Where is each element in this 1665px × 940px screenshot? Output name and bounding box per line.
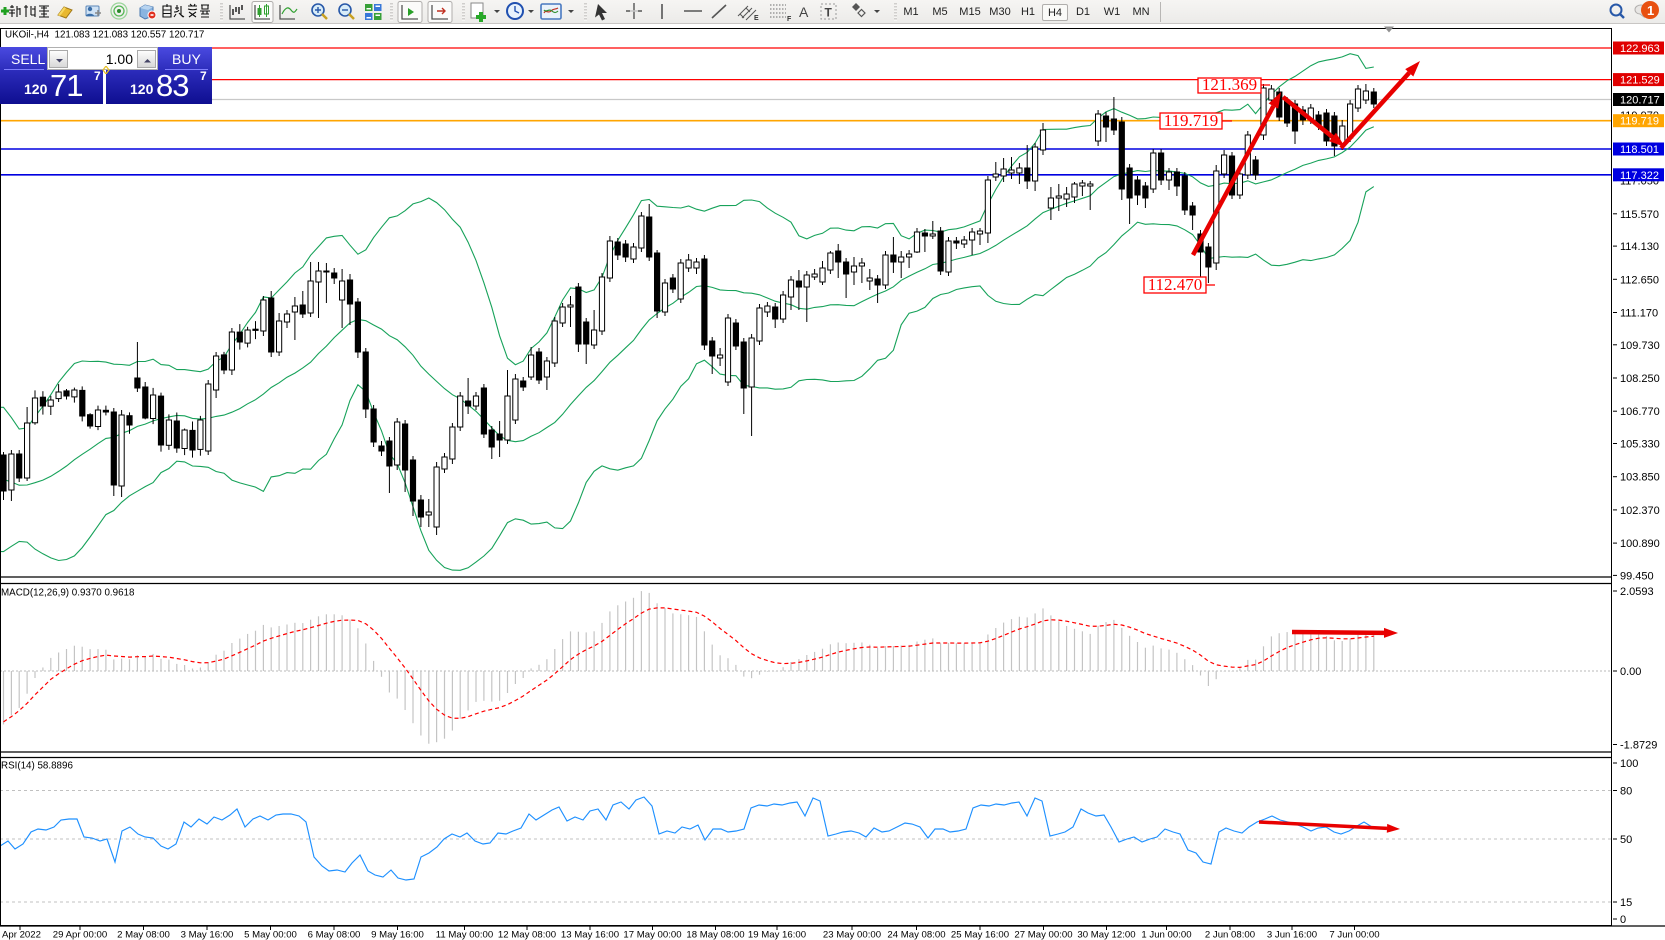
svg-text:-1.8729: -1.8729 xyxy=(1620,740,1657,752)
svg-text:F: F xyxy=(787,16,792,23)
svg-text:120.717: 120.717 xyxy=(1620,95,1660,107)
svg-text:112.650: 112.650 xyxy=(1620,274,1659,286)
svg-text:T: T xyxy=(825,6,833,20)
svg-text:100.890: 100.890 xyxy=(1620,538,1660,550)
svg-text:25 May 16:00: 25 May 16:00 xyxy=(951,930,1009,940)
svg-text:109.730: 109.730 xyxy=(1620,340,1660,352)
svg-text:0: 0 xyxy=(1620,914,1626,926)
svg-text:115.570: 115.570 xyxy=(1620,209,1659,221)
svg-text:11 May 00:00: 11 May 00:00 xyxy=(436,930,493,940)
svg-text:50: 50 xyxy=(1620,834,1632,846)
svg-text:3 May 16:00: 3 May 16:00 xyxy=(181,930,234,940)
svg-text:100: 100 xyxy=(1620,758,1638,770)
svg-text:0.00: 0.00 xyxy=(1620,666,1641,678)
svg-text:122.963: 122.963 xyxy=(1620,43,1660,55)
svg-text:121.529: 121.529 xyxy=(1620,75,1660,87)
svg-text:119.719: 119.719 xyxy=(1164,111,1219,130)
svg-text:24 May 08:00: 24 May 08:00 xyxy=(887,930,945,940)
svg-text:102.370: 102.370 xyxy=(1620,505,1660,517)
svg-text:114.130: 114.130 xyxy=(1620,241,1659,253)
svg-text:23 May 00:00: 23 May 00:00 xyxy=(823,930,881,940)
svg-text:99.450: 99.450 xyxy=(1620,570,1654,582)
svg-text:119.719: 119.719 xyxy=(1620,116,1659,128)
svg-text:13 May 16:00: 13 May 16:00 xyxy=(561,930,619,940)
svg-text:12 May 08:00: 12 May 08:00 xyxy=(498,930,556,940)
svg-text:1: 1 xyxy=(1647,3,1654,18)
svg-text:30 May 12:00: 30 May 12:00 xyxy=(1077,930,1135,940)
svg-text:19 May 16:00: 19 May 16:00 xyxy=(748,930,806,940)
svg-text:121.369: 121.369 xyxy=(1202,75,1257,94)
svg-text:18 May 08:00: 18 May 08:00 xyxy=(686,930,744,940)
svg-text:A: A xyxy=(799,4,809,20)
svg-text:UKOil-,H4 121.083 121.083 120: UKOil-,H4 121.083 121.083 120.557 120.71… xyxy=(5,30,204,41)
svg-text:Apr 2022: Apr 2022 xyxy=(2,930,41,940)
svg-text:MACD(12,26,9) 0.9370 0.9618: MACD(12,26,9) 0.9370 0.9618 xyxy=(1,588,135,599)
svg-text:5 May 00:00: 5 May 00:00 xyxy=(244,930,297,940)
svg-text:106.770: 106.770 xyxy=(1620,406,1660,418)
svg-text:17 May 00:00: 17 May 00:00 xyxy=(623,930,681,940)
svg-text:15: 15 xyxy=(1620,897,1632,909)
svg-text:80: 80 xyxy=(1620,786,1632,798)
svg-text:E: E xyxy=(754,15,759,22)
svg-text:6 May 08:00: 6 May 08:00 xyxy=(308,930,361,940)
svg-text:9 May 16:00: 9 May 16:00 xyxy=(371,930,424,940)
svg-text:RSI(14) 58.8896: RSI(14) 58.8896 xyxy=(1,761,73,772)
svg-text:2 May 08:00: 2 May 08:00 xyxy=(117,930,170,940)
svg-text:7 Jun 00:00: 7 Jun 00:00 xyxy=(1329,930,1379,940)
svg-text:108.250: 108.250 xyxy=(1620,373,1660,385)
svg-text:105.330: 105.330 xyxy=(1620,439,1660,451)
svg-text:2.0593: 2.0593 xyxy=(1620,586,1654,598)
svg-text:3 Jun 16:00: 3 Jun 16:00 xyxy=(1267,930,1317,940)
svg-text:2 Jun 08:00: 2 Jun 08:00 xyxy=(1205,930,1255,940)
svg-text:103.850: 103.850 xyxy=(1620,472,1660,484)
svg-text:117.322: 117.322 xyxy=(1620,170,1659,182)
svg-text:27 May 00:00: 27 May 00:00 xyxy=(1014,930,1072,940)
svg-text:111.170: 111.170 xyxy=(1620,308,1658,320)
svg-text:112.470: 112.470 xyxy=(1148,275,1203,294)
svg-text:1 Jun 00:00: 1 Jun 00:00 xyxy=(1141,930,1191,940)
svg-text:118.501: 118.501 xyxy=(1620,144,1659,156)
svg-text:29 Apr 00:00: 29 Apr 00:00 xyxy=(53,930,107,940)
